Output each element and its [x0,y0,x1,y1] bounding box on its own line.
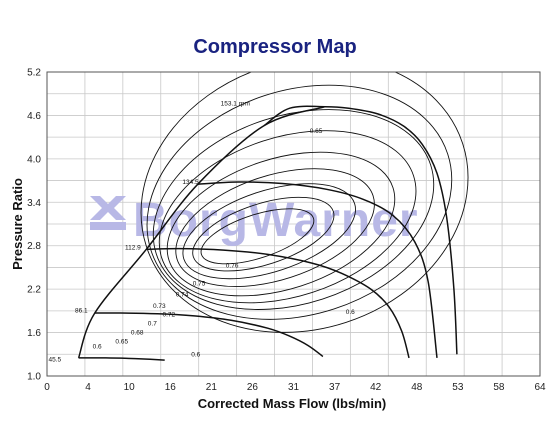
plot-frame [46,71,541,377]
efficiency-contour [140,72,469,333]
curve-label: 0.6 [191,351,200,358]
x-tick-label: 48 [411,382,423,393]
curve-label: 0.65 [115,338,128,345]
efficiency-contour [182,183,356,280]
y-tick-label: 4.6 [27,111,41,122]
efficiency-contour [158,130,417,304]
y-tick-label: 2.8 [27,241,41,252]
x-tick-label: 10 [124,382,136,393]
y-tick-label: 2.2 [27,285,41,296]
curve-label: 0.7 [148,320,157,327]
borgwarner-logo-icon [90,196,126,230]
y-axis-label: Pressure Ratio [10,178,25,270]
curve-label: 45.5 [48,357,61,364]
x-axis-ticks: 0 4 10 16 21 26 31 37 42 48 53 58 64 [44,382,546,393]
efficiency-contour [200,208,315,265]
x-tick-label: 16 [165,382,177,393]
curve-label: 0.68 [131,330,144,337]
curve-label: 153.1 rpm [221,100,250,107]
x-tick-label: 53 [452,382,464,393]
x-tick-label: 4 [85,382,91,393]
efficiency-contour [166,151,396,297]
x-axis-label: Corrected Mass Flow (lbs/min) [198,396,387,411]
x-tick-label: 0 [44,382,50,393]
y-tick-label: 5.2 [27,68,41,79]
curve-label: 0.65 [310,128,323,135]
curve-label: 86.1 [75,307,88,314]
x-tick-label: 21 [206,382,218,393]
efficiency-contour [146,84,453,320]
y-tick-label: 1.0 [27,372,41,383]
y-tick-label: 4.0 [27,154,41,165]
x-tick-label: 31 [288,382,300,393]
x-tick-label: 42 [370,382,382,393]
efficiency-contour [152,109,435,310]
y-tick-label: 3.4 [27,198,41,209]
curve-label: 0.76 [226,262,239,269]
y-tick-label: 1.6 [27,328,41,339]
curve-label: 0.75 [193,281,206,288]
efficiency-contour [175,168,375,287]
speed-line [78,357,165,361]
curve-label: 0.6 [93,343,102,350]
map-curves [77,72,469,361]
x-tick-label: 58 [493,382,505,393]
speed-line [263,105,458,355]
y-axis-ticks: 1.0 1.6 2.2 2.8 3.4 4.0 4.6 5.2 [27,68,41,383]
x-tick-label: 64 [534,382,546,393]
speed-line [146,247,410,359]
efficiency-contour [192,196,335,272]
curve-label: 112.9 [125,244,141,251]
curve-label: 0.6 [346,309,355,316]
curve-label: 0.72 [163,312,176,319]
chart-title: Compressor Map [193,36,357,58]
x-tick-label: 37 [329,382,341,393]
curve-label: 134.5 [182,179,199,186]
speed-line [94,312,324,358]
surge-line [77,105,326,359]
curve-label: 0.74 [176,291,189,298]
curve-label: 0.73 [153,303,166,310]
speed-line [197,181,438,358]
x-tick-label: 26 [247,382,259,393]
